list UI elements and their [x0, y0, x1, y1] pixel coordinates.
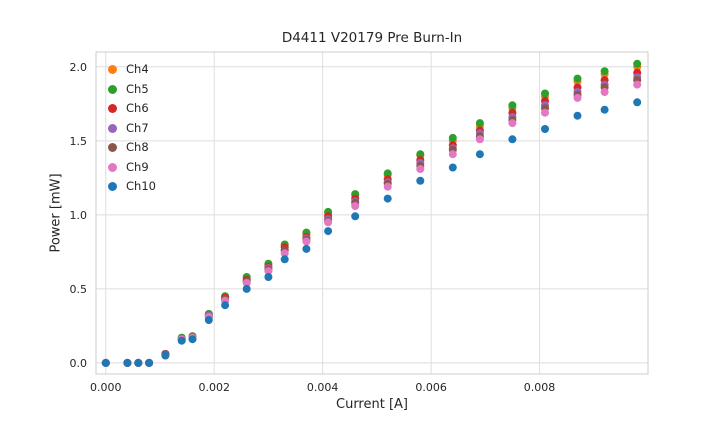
data-point-ch10	[573, 111, 582, 120]
data-point-ch5	[541, 89, 549, 98]
data-point-ch5	[475, 119, 484, 128]
legend-label-ch8: Ch8	[126, 140, 149, 154]
legend-marker-ch5-icon	[108, 84, 117, 94]
legend-marker-ch8-icon	[108, 143, 117, 153]
data-point-ch9	[264, 267, 273, 276]
data-point-ch10	[101, 358, 110, 367]
legend-marker-ch9-icon	[108, 162, 117, 172]
data-point-ch10	[448, 163, 457, 172]
data-point-ch9	[633, 80, 642, 89]
legend-marker-ch7-icon	[108, 123, 117, 133]
legend-label-ch7: Ch7	[126, 120, 149, 135]
data-point-ch10	[351, 212, 360, 221]
data-point-ch9	[508, 119, 517, 128]
data-point-ch10	[134, 358, 143, 367]
x-tick-label: 0.006	[415, 381, 447, 394]
data-point-ch5	[573, 74, 582, 83]
y-axis-label: Power [mW]	[48, 173, 64, 253]
data-point-ch9	[416, 165, 425, 173]
data-point-ch5	[383, 169, 392, 178]
y-tick-label: 1.5	[70, 135, 88, 148]
legend-label-ch6: Ch6	[126, 101, 149, 115]
data-point-ch9	[383, 182, 392, 191]
data-point-ch10	[324, 227, 333, 236]
data-point-ch10	[204, 316, 213, 324]
legend-label-ch9: Ch9	[126, 159, 149, 174]
data-point-ch5	[633, 59, 642, 68]
data-point-ch10	[633, 98, 642, 107]
legend-item-ch7: Ch7	[108, 121, 156, 137]
plot-border	[95, 51, 649, 375]
legend-marker-ch10-icon	[108, 182, 117, 192]
data-point-ch9	[324, 218, 333, 227]
data-point-ch10	[242, 284, 251, 293]
legend-item-ch10: Ch10	[108, 179, 156, 195]
y-tick-label: 2.0	[70, 61, 88, 74]
data-point-ch9	[351, 202, 360, 210]
data-point-ch9	[600, 88, 609, 96]
data-point-ch10	[123, 358, 132, 367]
y-tick-label: 0.5	[70, 283, 88, 296]
legend-item-ch6: Ch6	[108, 101, 156, 117]
data-point-ch5	[600, 67, 609, 76]
legend-item-ch9: Ch9	[108, 160, 156, 176]
x-tick-label: 0.002	[198, 381, 230, 394]
data-point-ch9	[280, 249, 289, 258]
y-tick-label: 0.0	[70, 357, 88, 370]
data-point-ch5	[448, 133, 457, 142]
legend-item-ch4: Ch4	[108, 62, 156, 78]
x-tick-label: 0.008	[524, 381, 556, 394]
data-point-ch10	[475, 150, 484, 159]
data-point-ch9	[541, 108, 549, 117]
chart-title: D4411 V20179 Pre Burn-In	[281, 30, 463, 46]
data-point-ch10	[416, 176, 425, 185]
data-point-ch9	[573, 93, 582, 102]
data-point-ch10	[541, 125, 549, 133]
legend-marker-ch4-icon	[108, 65, 117, 75]
data-point-ch9	[242, 279, 251, 287]
data-point-ch10	[188, 335, 197, 344]
data-point-ch5	[416, 150, 425, 159]
legend-label-ch5: Ch5	[126, 81, 149, 96]
legend-label-ch10: Ch10	[126, 179, 156, 193]
data-point-ch9	[302, 237, 311, 246]
x-axis-label: Current [A]	[336, 397, 408, 412]
data-point-ch10	[508, 135, 517, 144]
legend-label-ch4: Ch4	[126, 62, 149, 76]
legend-item-ch8: Ch8	[108, 140, 156, 156]
data-point-ch5	[508, 101, 517, 110]
data-point-ch10	[145, 358, 154, 367]
data-point-ch10	[383, 194, 392, 203]
y-tick-label: 1.0	[70, 209, 88, 222]
data-point-ch10	[264, 273, 273, 281]
data-point-ch10	[161, 351, 170, 360]
data-point-ch10	[302, 244, 311, 253]
data-point-ch10	[177, 336, 186, 345]
data-point-ch10	[600, 105, 609, 114]
legend: Ch4 Ch5 Ch6 Ch7 Ch8 Ch9 Ch10	[108, 62, 156, 195]
data-point-ch9	[475, 135, 484, 144]
data-point-ch10	[221, 301, 230, 310]
data-point-ch10	[280, 255, 289, 264]
data-point-ch9	[448, 150, 457, 159]
legend-marker-ch6-icon	[108, 104, 117, 114]
x-tick-label: 0.004	[307, 381, 339, 394]
x-tick-label: 0.000	[90, 381, 122, 394]
legend-item-ch5: Ch5	[108, 82, 156, 98]
